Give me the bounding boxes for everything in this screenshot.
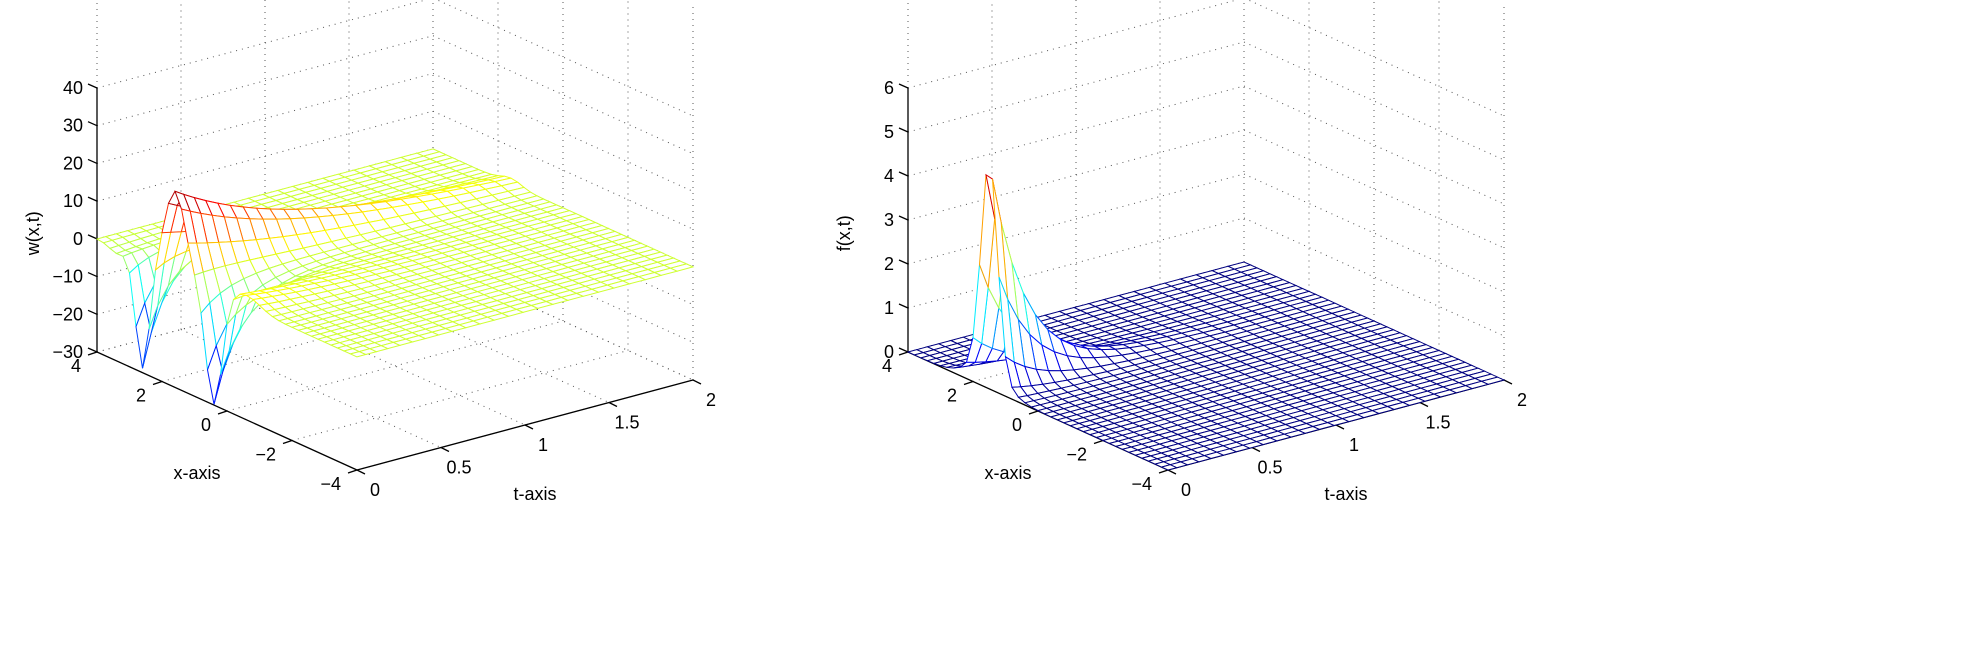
z-tick	[87, 234, 98, 240]
x-tick-label: 4	[71, 356, 81, 376]
surface-mesh	[906, 173, 1506, 471]
z-tick	[87, 271, 98, 278]
z-tick-label: 0	[73, 229, 83, 249]
z-tick-label: 30	[63, 116, 83, 136]
grid-line	[291, 350, 629, 441]
z-tick	[898, 83, 909, 89]
z-tick-label: 6	[884, 78, 894, 98]
x-tick	[898, 351, 909, 356]
t-tick-label: 2	[706, 390, 716, 410]
t-tick-label: 0	[370, 480, 380, 500]
z-tick	[898, 171, 909, 177]
x-axis-label: x-axis	[173, 463, 220, 483]
x-tick-label: −2	[1066, 445, 1087, 465]
z-axis-label: f(x,t)	[834, 215, 854, 251]
t-tick	[1503, 379, 1513, 385]
x-tick	[1028, 410, 1039, 415]
mesh-cell	[1160, 464, 1179, 471]
x-tick	[1158, 469, 1169, 474]
x-tick-label: 2	[947, 386, 957, 406]
grid-line	[1243, 85, 1505, 205]
z-tick-label: 0	[884, 342, 894, 362]
x-tick-label: 0	[201, 415, 211, 435]
x-tick	[282, 439, 293, 445]
x-tick	[217, 410, 228, 415]
z-tick	[87, 196, 98, 202]
t-tick-label: 1.5	[614, 413, 639, 433]
t-tick	[608, 401, 618, 408]
z-tick-label: 3	[884, 210, 894, 230]
t-axis-label: t-axis	[1324, 484, 1367, 504]
grid-line	[907, 173, 1245, 265]
t-tick	[692, 379, 702, 385]
z-tick	[898, 303, 909, 309]
z-axis-label: w(x,t)	[23, 211, 43, 256]
x-axis-label: x-axis	[984, 463, 1031, 483]
grid-line	[96, 72, 434, 164]
t-tick	[440, 446, 450, 453]
z-tick-label: 40	[63, 78, 83, 98]
z-tick-label: −20	[52, 304, 83, 324]
z-tick	[87, 158, 98, 165]
z-tick	[87, 347, 98, 353]
grid-line	[907, 0, 1239, 89]
grid-line	[1243, 173, 1505, 293]
x-tick	[347, 469, 358, 474]
t-tick	[1335, 424, 1345, 430]
z-tick	[898, 259, 909, 265]
z-tick-label: 4	[884, 166, 894, 186]
grid-line	[96, 0, 428, 89]
z-tick-label: 10	[63, 191, 83, 211]
z-tick-label: 20	[63, 153, 83, 173]
t-tick-label: 1.5	[1425, 413, 1450, 433]
t-tick	[1419, 401, 1429, 408]
grid-line	[432, 35, 694, 155]
x-tick	[963, 380, 974, 386]
x-tick-label: −4	[1131, 474, 1152, 494]
z-tick-label: −30	[52, 342, 83, 362]
x-tick-label: 4	[882, 356, 892, 376]
t-tick	[1251, 446, 1261, 453]
z-tick	[898, 127, 909, 133]
t-tick	[1167, 469, 1177, 475]
x-tick-label: −4	[320, 474, 341, 494]
t-tick	[524, 424, 534, 430]
z-tick-label: 2	[884, 254, 894, 274]
x-tick-label: 2	[136, 386, 146, 406]
grid-line	[96, 35, 434, 127]
t-tick-label: 1	[538, 435, 548, 455]
t-tick-label: 1	[1349, 435, 1359, 455]
x-tick	[152, 380, 163, 386]
z-tick	[87, 83, 98, 89]
x-tick	[1093, 439, 1104, 445]
t-tick-label: 0.5	[1257, 458, 1282, 478]
t-tick-label: 0.5	[446, 458, 471, 478]
x-tick-label: 0	[1012, 415, 1022, 435]
t-tick	[356, 469, 366, 475]
z-tick	[898, 215, 909, 221]
grid-line	[1243, 41, 1505, 161]
z-tick-label: 1	[884, 298, 894, 318]
z-tick	[87, 309, 98, 315]
t-tick-label: 2	[1517, 390, 1527, 410]
mesh-cell	[349, 351, 368, 358]
z-tick-label: −10	[52, 267, 83, 287]
grid-line	[907, 41, 1245, 133]
x-tick-label: −2	[255, 445, 276, 465]
surface-mesh	[95, 148, 695, 405]
x-tick	[87, 351, 98, 356]
z-tick	[898, 347, 909, 353]
t-tick-label: 0	[1181, 480, 1191, 500]
t-axis-label: t-axis	[513, 484, 556, 504]
z-tick	[87, 121, 98, 127]
z-tick-label: 5	[884, 122, 894, 142]
